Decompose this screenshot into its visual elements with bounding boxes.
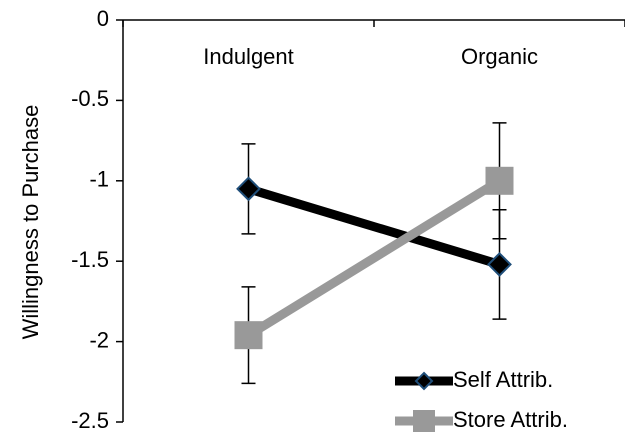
marker <box>234 321 263 350</box>
legend-marker <box>414 371 434 391</box>
y-tick-label: -1.5 <box>71 247 109 272</box>
y-tick-label: -1 <box>89 167 109 192</box>
legend-label: Store Attrib. <box>453 407 568 432</box>
y-tick-label: -0.5 <box>71 86 109 111</box>
x-tick-label: Organic <box>461 44 538 69</box>
y-tick-label: 0 <box>97 6 109 31</box>
series-line <box>246 176 502 340</box>
legend-label: Self Attrib. <box>453 367 553 392</box>
marker <box>487 252 512 277</box>
y-tick-label: -2 <box>89 327 109 352</box>
y-tick-label: -2.5 <box>71 408 109 433</box>
marker <box>236 176 261 202</box>
x-tick-label: Indulgent <box>203 44 294 69</box>
legend-marker <box>413 410 435 432</box>
y-axis-label: Willingness to Purchase <box>18 105 43 340</box>
marker <box>485 166 514 195</box>
series-line <box>247 184 501 269</box>
